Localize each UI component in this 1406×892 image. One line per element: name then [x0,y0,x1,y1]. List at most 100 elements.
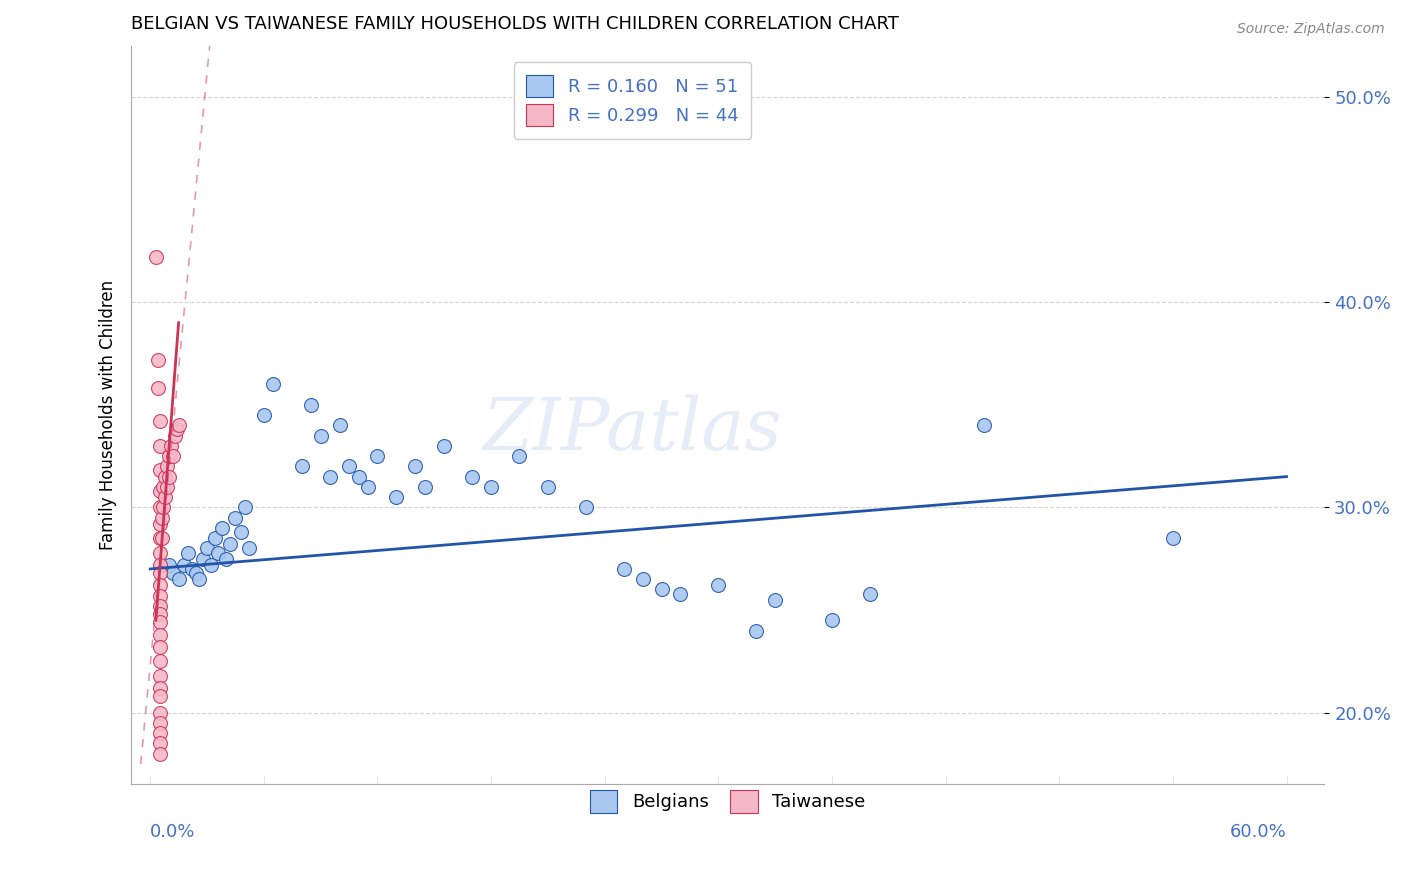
Point [215,551,238,566]
Point [218,537,240,551]
Point [149,640,172,654]
Point [150,510,173,524]
Point [149,578,172,592]
Point [291,459,314,474]
Point [149,607,172,621]
Point [155,469,177,483]
Point [167,572,190,586]
Point [385,490,408,504]
Point [631,572,654,586]
Point [146,381,169,395]
Point [253,408,276,422]
Point [149,558,172,572]
Point [149,463,172,477]
Point [299,398,322,412]
Point [157,469,180,483]
Point [508,449,530,463]
Point [479,480,502,494]
Point [366,449,388,463]
Point [859,586,882,600]
Text: Source: ZipAtlas.com: Source: ZipAtlas.com [1237,22,1385,37]
Point [157,558,180,572]
Point [156,459,179,474]
Point [146,352,169,367]
Point [149,689,172,703]
Point [204,531,226,545]
Point [149,736,172,750]
Point [195,541,218,556]
Point [149,545,172,559]
Point [149,615,172,630]
Point [669,586,692,600]
Point [152,500,174,515]
Point [461,469,484,483]
Point [149,726,172,740]
Point [149,531,172,545]
Point [149,747,172,761]
Point [149,627,172,641]
Point [152,480,174,494]
Point [184,566,207,580]
Point [156,480,179,494]
Text: 60.0%: 60.0% [1230,823,1286,841]
Point [347,469,370,483]
Point [188,572,211,586]
Point [1161,531,1184,545]
Point [200,558,222,572]
Point [238,541,260,556]
Point [149,599,172,613]
Point [157,449,180,463]
Point [162,449,184,463]
Point [262,377,284,392]
Point [745,624,768,638]
Point [149,715,172,730]
Point [229,524,252,539]
Text: ZIPatlas: ZIPatlas [482,394,782,465]
Point [160,439,183,453]
Point [149,589,172,603]
Point [149,500,172,515]
Point [329,418,352,433]
Point [207,545,229,559]
Point [319,469,342,483]
Point [821,613,844,627]
Point [149,668,172,682]
Text: BELGIAN VS TAIWANESE FAMILY HOUSEHOLDS WITH CHILDREN CORRELATION CHART: BELGIAN VS TAIWANESE FAMILY HOUSEHOLDS W… [131,15,898,33]
Point [177,545,200,559]
Point [763,592,786,607]
Point [145,250,167,264]
Point [337,459,360,474]
Text: 0.0%: 0.0% [150,823,195,841]
Point [413,480,436,494]
Point [309,428,332,442]
Point [193,551,215,566]
Point [224,510,246,524]
Point [575,500,598,515]
Point [357,480,380,494]
Point [149,681,172,695]
Point [162,566,184,580]
Y-axis label: Family Households with Children: Family Households with Children [100,280,117,550]
Legend: Belgians, Taiwanese: Belgians, Taiwanese [583,783,873,820]
Point [537,480,560,494]
Point [166,422,188,436]
Point [233,500,256,515]
Point [180,562,202,576]
Point [707,578,730,592]
Point [173,558,195,572]
Point [149,566,172,580]
Point [433,439,456,453]
Point [155,490,177,504]
Point [404,459,426,474]
Point [211,521,233,535]
Point [149,706,172,720]
Point [149,414,172,428]
Point [167,418,190,433]
Point [163,428,186,442]
Point [613,562,636,576]
Point [149,483,172,498]
Point [150,531,173,545]
Point [149,516,172,531]
Point [651,582,673,597]
Point [149,654,172,668]
